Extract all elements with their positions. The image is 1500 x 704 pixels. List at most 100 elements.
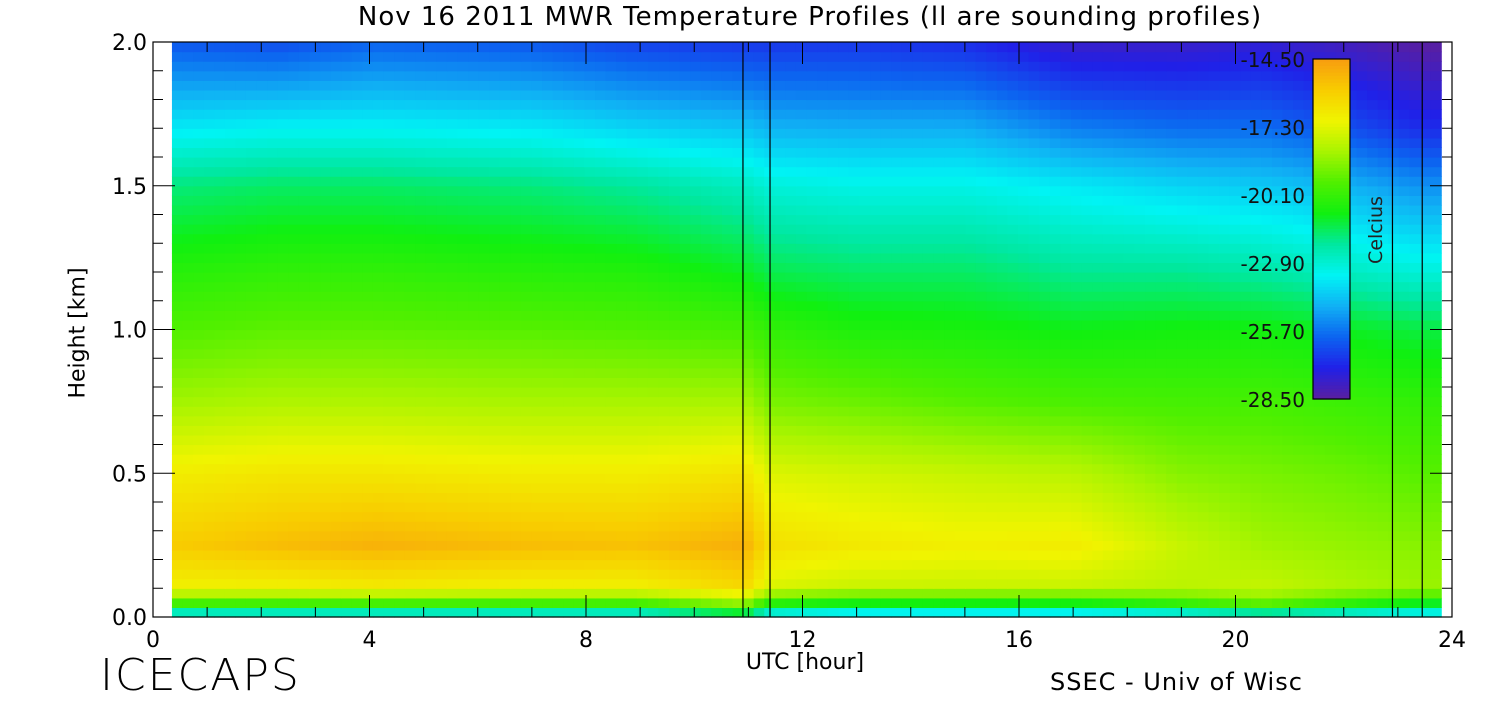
heatmap-cell (669, 224, 681, 235)
heatmap-cell (944, 521, 956, 532)
heatmap-cell (1039, 377, 1051, 388)
heatmap-cell (1345, 367, 1358, 379)
heatmap-cell (647, 367, 660, 379)
heatmap-cell (193, 578, 205, 589)
heatmap-cell (563, 444, 575, 455)
heatmap-cell (616, 358, 628, 369)
heatmap-cell (891, 214, 903, 225)
heatmap-cell (859, 224, 871, 235)
heatmap-cell (1219, 377, 1231, 388)
heatmap-cell (1345, 559, 1358, 570)
heatmap-cell (721, 262, 734, 273)
heatmap-cell (711, 358, 723, 369)
heatmap-cell (954, 607, 966, 618)
heatmap-cell (182, 463, 194, 474)
heatmap-cell (1145, 454, 1157, 465)
heatmap-cell (1398, 425, 1411, 436)
heatmap-cell (1081, 339, 1093, 350)
heatmap-cell (658, 224, 670, 235)
heatmap-cell (1367, 454, 1379, 465)
heatmap-cell (605, 243, 617, 254)
heatmap-cell (944, 530, 956, 541)
heatmap-cell (1335, 607, 1347, 618)
heatmap-cell (1166, 233, 1178, 244)
heatmap-cell (1081, 415, 1093, 426)
heatmap-cell (1240, 434, 1252, 446)
heatmap-cell (341, 396, 353, 407)
heatmap-cell (616, 396, 628, 407)
heatmap-cell (182, 597, 194, 609)
heatmap-cell (658, 396, 670, 407)
heatmap-cell (605, 387, 617, 398)
heatmap-cell (1187, 540, 1199, 551)
heatmap-cell (732, 377, 744, 388)
heatmap-cell (1303, 233, 1315, 244)
heatmap-cell (658, 559, 670, 570)
heatmap-cell (1356, 252, 1368, 264)
heatmap-cell (425, 262, 437, 273)
heatmap-cell (848, 377, 861, 388)
heatmap-cell (1060, 262, 1072, 273)
heatmap-cell (478, 549, 490, 561)
heatmap-cell (806, 214, 818, 225)
heatmap-cell (1123, 319, 1136, 331)
heatmap-cell (1219, 339, 1231, 350)
heatmap-cell (711, 588, 723, 599)
heatmap-cell (1123, 578, 1136, 589)
heatmap-cell (1420, 224, 1432, 235)
heatmap-cell (1113, 262, 1125, 273)
heatmap-cell (965, 473, 977, 484)
heatmap-cell (1145, 329, 1157, 340)
heatmap-cell (658, 549, 670, 561)
heatmap-cell (880, 425, 892, 436)
heatmap-cell (901, 243, 913, 254)
heatmap-cell (1155, 597, 1167, 609)
heatmap-cell (1134, 243, 1146, 254)
heatmap-cell (1261, 272, 1273, 283)
heatmap-cell (1028, 319, 1040, 331)
heatmap-cell (510, 434, 522, 446)
heatmap-cell (933, 319, 945, 331)
heatmap-cell (193, 214, 205, 225)
heatmap-cell (616, 415, 628, 426)
heatmap-cell (1155, 348, 1167, 359)
heatmap-cell (404, 262, 416, 273)
heatmap-cell (1282, 367, 1294, 379)
heatmap-cell (806, 415, 818, 426)
heatmap-cell (721, 224, 734, 235)
heatmap-cell (489, 415, 501, 426)
heatmap-cell (404, 281, 416, 292)
heatmap-cell (288, 214, 300, 225)
heatmap-cell (785, 300, 797, 311)
heatmap-cell (1303, 454, 1315, 465)
heatmap-cell (1367, 339, 1379, 350)
heatmap-cell (394, 243, 406, 254)
heatmap-cell (922, 502, 935, 513)
heatmap-cell (510, 425, 522, 436)
heatmap-cell (891, 425, 903, 436)
heatmap-cell (1007, 348, 1019, 359)
heatmap-cell (859, 454, 871, 465)
heatmap-cell (637, 588, 649, 599)
heatmap-cell (1303, 387, 1315, 398)
heatmap-cell (214, 310, 226, 321)
heatmap-cell (1324, 502, 1337, 513)
heatmap-cell (531, 377, 543, 388)
heatmap-cell (1176, 262, 1188, 273)
heatmap-cell (171, 521, 184, 532)
heatmap-cell (372, 473, 385, 484)
heatmap-cell (214, 559, 226, 570)
heatmap-cell (267, 406, 279, 417)
heatmap-cell (944, 511, 956, 522)
heatmap-cell (647, 243, 660, 254)
heatmap-cell (1145, 291, 1157, 302)
heatmap-cell (817, 569, 829, 580)
heatmap-cell (224, 578, 237, 589)
heatmap-cell (838, 262, 850, 273)
heatmap-cell (1335, 425, 1347, 436)
heatmap-cell (362, 597, 374, 609)
heatmap-cell (827, 358, 839, 369)
heatmap-cell (478, 492, 490, 503)
heatmap-cell (679, 473, 691, 484)
heatmap-cell (743, 291, 755, 302)
